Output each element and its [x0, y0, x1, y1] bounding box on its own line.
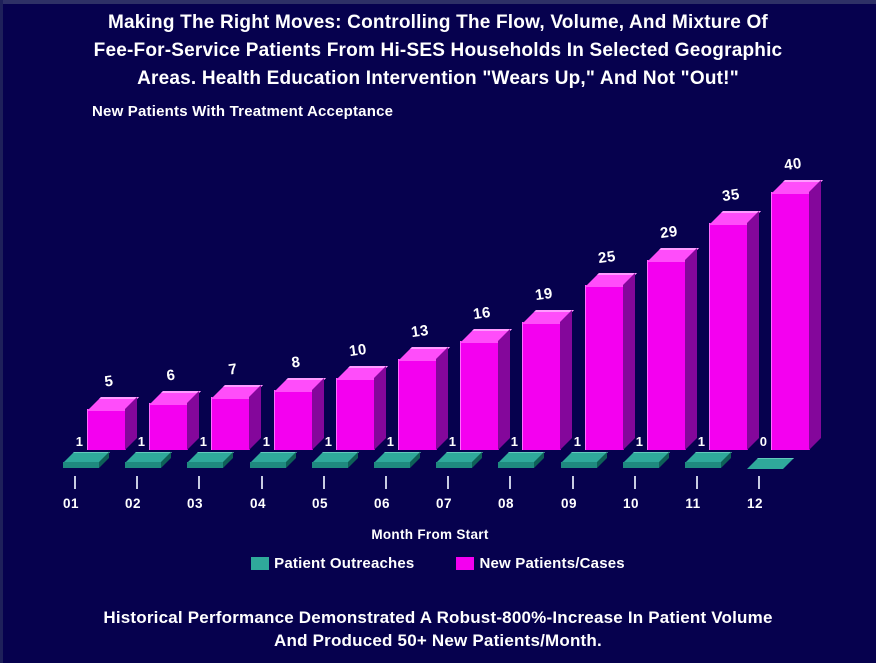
x-axis-label: 10	[622, 496, 640, 511]
outreach-bar-front	[125, 462, 161, 468]
bar-new-patients-side	[809, 180, 821, 450]
outreach-value-label: 1	[510, 434, 518, 449]
bar-new-patients-front	[647, 260, 686, 450]
bar-value-label: 6	[165, 366, 177, 385]
x-axis-label: 06	[373, 496, 391, 511]
footer-line-2: And Produced 50+ New Patients/Month.	[274, 631, 602, 650]
outreach-value-label: 1	[199, 434, 207, 449]
outreach-value-label: 1	[324, 434, 332, 449]
axis-tick	[572, 476, 574, 489]
outreach-bar-front	[312, 462, 348, 468]
outreach-bar-front	[187, 462, 223, 468]
bar-new-patients-front	[460, 341, 499, 450]
axis-tick	[74, 476, 76, 489]
bar-new-patients-front	[522, 322, 561, 450]
axis-tick	[447, 476, 449, 489]
bar-value-label: 40	[783, 154, 803, 175]
bar-value-label: 19	[534, 284, 554, 305]
bar-value-label: 25	[597, 247, 617, 268]
footer-line-1: Historical Performance Demonstrated A Ro…	[103, 608, 773, 627]
bar-new-patients-front	[336, 378, 375, 450]
title-line-1: Making The Right Moves: Controlling The …	[108, 12, 768, 33]
left-edge-highlight	[0, 0, 3, 663]
legend-label: Patient Outreaches	[274, 555, 415, 572]
legend-label: New Patients/Cases	[479, 555, 625, 572]
outreach-bar-front	[685, 462, 721, 468]
bar-value-label: 7	[227, 360, 239, 379]
bar-new-patients-side	[623, 273, 635, 450]
x-axis-label: 12	[746, 496, 764, 511]
bar-new-patients-front	[274, 390, 313, 450]
bar-new-patients-front	[709, 223, 748, 450]
bar-new-patients-side	[560, 310, 572, 450]
outreach-bar-front	[374, 462, 410, 468]
outreach-value-label: 1	[635, 434, 643, 449]
outreach-bar-front	[250, 462, 286, 468]
axis-tick	[198, 476, 200, 489]
x-axis-label: 07	[435, 496, 453, 511]
x-axis-label: 04	[249, 496, 267, 511]
axis-tick	[509, 476, 511, 489]
axis-tick	[696, 476, 698, 489]
legend-swatch-outreaches	[251, 557, 270, 570]
outreach-bar-front	[623, 462, 659, 468]
bar-new-patients-front	[398, 359, 437, 450]
bar-value-label: 35	[721, 185, 741, 206]
top-edge-highlight	[0, 0, 876, 4]
axis-tick	[758, 476, 760, 489]
outreach-value-label: 1	[386, 434, 394, 449]
x-axis-label: 09	[560, 496, 578, 511]
axis-tick	[261, 476, 263, 489]
bar-new-patients-side	[685, 248, 697, 450]
axis-tick	[385, 476, 387, 489]
bar-new-patients-front	[771, 192, 810, 450]
axis-tick	[136, 476, 138, 489]
bar-value-label: 8	[290, 353, 302, 372]
bar-new-patients-front	[585, 285, 624, 450]
footer-caption: Historical Performance Demonstrated A Ro…	[0, 606, 876, 652]
outreach-value-label: 1	[262, 434, 270, 449]
x-axis-label: 05	[311, 496, 329, 511]
bar-new-patients-side	[498, 329, 510, 450]
bar-value-label: 10	[348, 340, 368, 361]
chart-legend: Patient Outreaches New Patients/Cases	[0, 555, 876, 572]
outreach-bar-front	[561, 462, 597, 468]
outreach-value-label: 1	[573, 434, 581, 449]
x-axis-label: 08	[497, 496, 515, 511]
x-axis-label: 03	[186, 496, 204, 511]
x-axis-label: 02	[124, 496, 142, 511]
bar-new-patients-side	[747, 211, 759, 450]
page-title: Making The Right Moves: Controlling The …	[0, 9, 876, 93]
title-line-2: Fee-For-Service Patients From Hi-SES Hou…	[93, 40, 783, 61]
legend-item-outreaches: Patient Outreaches	[251, 555, 414, 572]
outreach-bar-front	[498, 462, 534, 468]
bar-new-patients-front	[87, 409, 126, 450]
outreach-value-label: 1	[137, 434, 145, 449]
bar-new-patients-front	[211, 397, 250, 450]
outreach-value-label: 0	[759, 434, 767, 449]
outreach-value-label: 1	[75, 434, 83, 449]
x-axis-label: 11	[685, 496, 701, 511]
bar-value-label: 5	[103, 372, 115, 391]
outreach-bar-top	[747, 458, 794, 469]
outreach-bar-front	[436, 462, 472, 468]
outreach-bar-front	[63, 462, 99, 468]
x-axis-label: 01	[62, 496, 80, 511]
legend-item-new-patients: New Patients/Cases	[456, 555, 625, 572]
axis-tick	[323, 476, 325, 489]
outreach-value-label: 1	[697, 434, 705, 449]
chart-title: New Patients With Treatment Acceptance	[92, 103, 394, 120]
bar-value-label: 13	[410, 321, 430, 342]
bar-value-label: 29	[659, 222, 679, 243]
title-line-3: Areas. Health Education Intervention "We…	[137, 68, 739, 89]
axis-tick	[634, 476, 636, 489]
outreach-value-label: 1	[448, 434, 456, 449]
bar-new-patients-front	[149, 403, 188, 450]
bar-value-label: 16	[472, 303, 492, 324]
x-axis-title: Month From Start	[371, 527, 489, 542]
legend-swatch-new-patients	[456, 557, 475, 570]
